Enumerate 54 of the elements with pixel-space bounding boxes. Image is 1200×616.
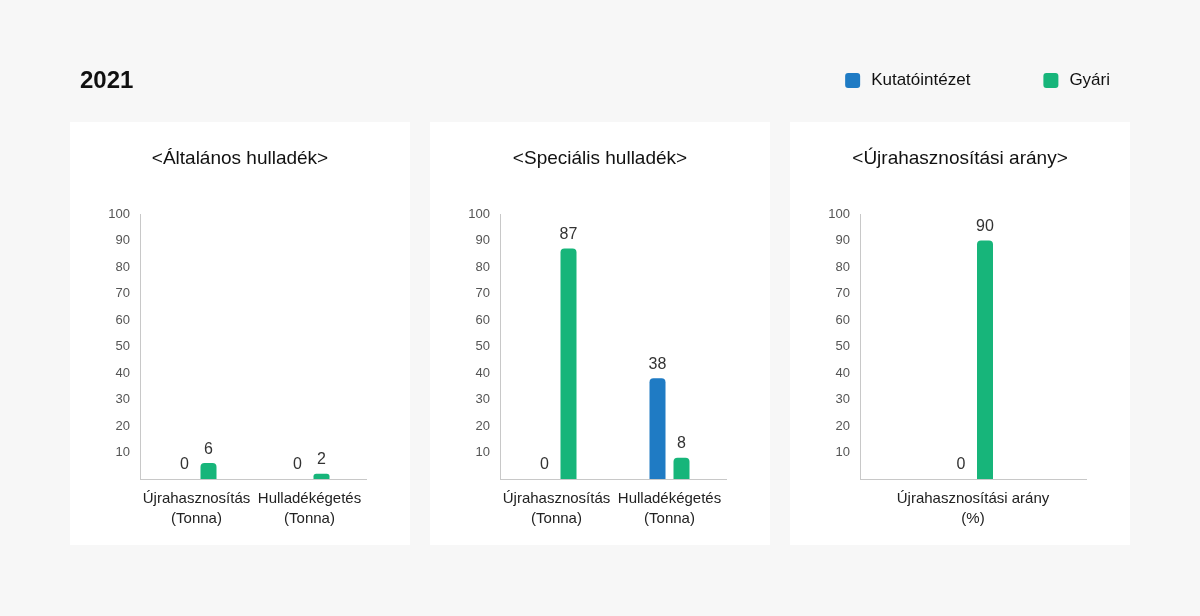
data-label: 8	[677, 434, 687, 452]
y-tick-label: 30	[115, 391, 130, 407]
y-tick-label: 30	[835, 391, 850, 407]
y-tick-label: 10	[835, 444, 850, 460]
data-label: 87	[559, 224, 578, 242]
y-tick-label: 90	[115, 232, 130, 248]
y-tick-label: 20	[475, 417, 490, 433]
y-tick-label: 80	[835, 258, 850, 274]
x-tick-label: Újrahasznosítás (Tonna)	[142, 489, 251, 527]
y-tick-label: 50	[475, 338, 490, 354]
y-tick-label: 60	[835, 311, 850, 327]
y-tick-label: 100	[468, 205, 490, 221]
y-tick-label: 50	[835, 338, 850, 354]
bar	[649, 378, 666, 479]
x-tick-label: Újrahasznosítás (Tonna)	[502, 489, 611, 527]
y-tick-label: 20	[835, 417, 850, 433]
x-tick-label: Hulladékégetés (Tonna)	[257, 489, 362, 527]
bar	[560, 248, 577, 479]
y-tick-label: 10	[475, 444, 490, 460]
y-tick-label: 90	[475, 232, 490, 248]
bar	[673, 457, 690, 479]
chart-title: <Újrahasznosítási arány>	[852, 147, 1068, 169]
y-tick-label: 50	[115, 338, 130, 354]
y-tick-label: 100	[108, 205, 130, 221]
y-tick-label: 10	[115, 444, 130, 460]
y-tick-label: 40	[835, 364, 850, 380]
data-label: 0	[956, 455, 966, 473]
y-tick-label: 80	[115, 258, 130, 274]
y-tick-label: 90	[835, 232, 850, 248]
y-tick-label: 60	[115, 311, 130, 327]
legend-label: Gyári	[1069, 70, 1111, 90]
chart-title: <Speciális hulladék>	[512, 147, 688, 169]
y-tick-label: 40	[475, 364, 490, 380]
data-label: 38	[648, 354, 667, 372]
chart-title: <Általános hulladék>	[151, 147, 329, 169]
legend-label: Kutatóintézet	[871, 70, 971, 90]
data-label: 0	[180, 455, 190, 473]
x-tick-label: Hulladékégetés (Tonna)	[617, 489, 722, 527]
y-tick-label: 20	[115, 417, 130, 433]
y-tick-label: 70	[115, 285, 130, 301]
y-tick-label: 40	[115, 364, 130, 380]
data-label: 2	[317, 450, 327, 468]
data-label: 0	[540, 455, 550, 473]
data-label: 0	[293, 455, 303, 473]
data-label: 90	[976, 216, 994, 234]
y-tick-label: 60	[475, 311, 490, 327]
text: 2021	[80, 65, 134, 95]
y-tick-label: 70	[475, 285, 490, 301]
y-tick-label: 100	[828, 205, 850, 221]
y-tick-label: 70	[835, 285, 850, 301]
y-tick-label: 80	[475, 258, 490, 274]
y-tick-label: 30	[475, 391, 490, 407]
data-label: 6	[204, 439, 214, 457]
x-tick-label: Újrahasznosítási arány (%)	[896, 489, 1050, 527]
